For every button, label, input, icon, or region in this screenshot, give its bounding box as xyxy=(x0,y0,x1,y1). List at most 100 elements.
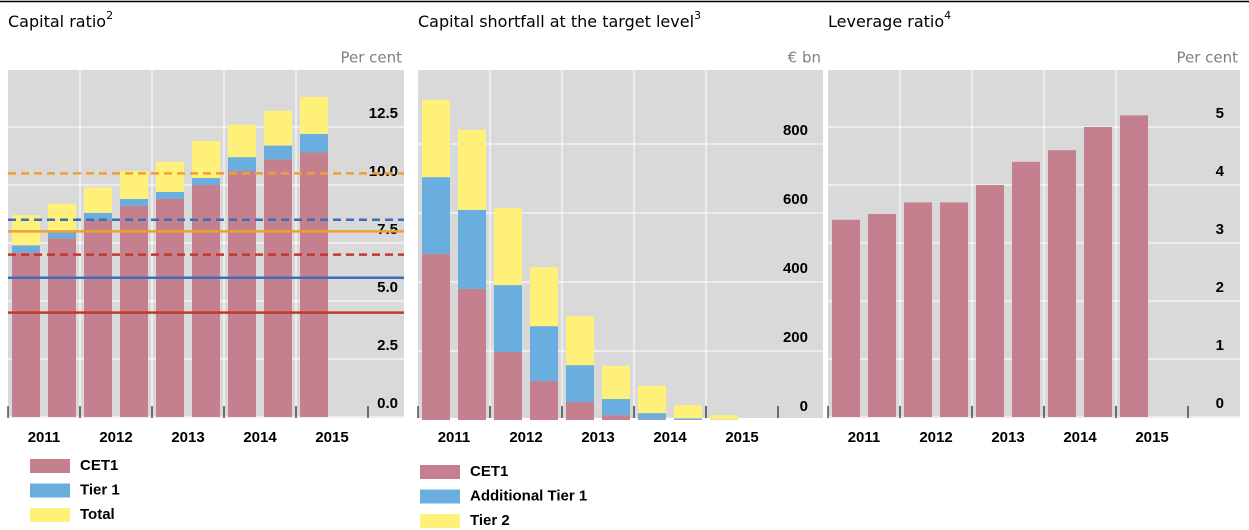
bar-segment xyxy=(228,171,256,417)
y-tick-label: 0 xyxy=(800,398,808,415)
bar-segment xyxy=(566,402,594,420)
bar xyxy=(904,202,932,417)
bar-segment xyxy=(422,99,450,178)
x-tick-label: 2011 xyxy=(848,429,881,446)
title-note: 3 xyxy=(694,9,701,22)
bar xyxy=(1012,161,1040,417)
bar-segment xyxy=(638,385,666,414)
y-tick-label: 800 xyxy=(783,122,808,139)
bar-segment xyxy=(530,326,558,382)
y-tick-label: 0.0 xyxy=(377,395,398,412)
y-tick-label: 2 xyxy=(1216,279,1224,296)
panel-title: Capital ratio2 xyxy=(8,9,113,31)
x-tick-label: 2011 xyxy=(438,429,471,446)
legend-swatch xyxy=(420,514,460,528)
bar-segment xyxy=(530,267,558,327)
title-text: Capital shortfall at the target level xyxy=(418,12,694,31)
bar-segment xyxy=(84,187,112,213)
unit-label: Per cent xyxy=(340,49,402,67)
bar xyxy=(1120,115,1148,418)
bar-segment xyxy=(48,238,76,417)
bar-segment xyxy=(710,415,738,420)
unit-label: Per cent xyxy=(1176,49,1238,67)
bar-segment xyxy=(638,413,666,420)
y-tick-label: 0 xyxy=(1216,395,1224,412)
legend-swatch xyxy=(420,489,460,504)
legend-swatch xyxy=(420,465,460,479)
bar-segment xyxy=(458,288,486,420)
x-tick-label: 2015 xyxy=(315,429,348,446)
bar-segment xyxy=(228,124,256,158)
bar-segment xyxy=(192,140,220,179)
bar-segment xyxy=(156,198,184,417)
legend-swatch xyxy=(30,483,70,498)
x-tick-label: 2012 xyxy=(919,429,952,446)
bar-segment xyxy=(48,231,76,239)
bar xyxy=(1084,127,1112,417)
bar-segment xyxy=(422,254,450,420)
bar-segment xyxy=(84,212,112,220)
y-tick-label: 10.0 xyxy=(369,163,398,180)
y-tick-label: 4 xyxy=(1216,163,1225,180)
bar-segment xyxy=(566,316,594,366)
title-text: Leverage ratio xyxy=(828,12,944,31)
bar xyxy=(976,185,1004,417)
y-tick-label: 5.0 xyxy=(377,279,398,296)
legend-swatch xyxy=(30,508,70,522)
bar-segment xyxy=(602,398,630,416)
x-tick-label: 2014 xyxy=(243,429,277,446)
bar xyxy=(832,219,860,417)
bar-segment xyxy=(494,285,522,353)
bar-segment xyxy=(494,352,522,420)
y-tick-label: 400 xyxy=(783,260,808,277)
x-tick-label: 2014 xyxy=(1063,429,1097,446)
bar-segment xyxy=(264,110,292,146)
bar-segment xyxy=(602,365,630,399)
legend-swatch xyxy=(30,459,70,473)
panel-title: Capital shortfall at the target level3 xyxy=(418,9,701,31)
x-tick-label: 2013 xyxy=(991,429,1024,446)
x-tick-label: 2012 xyxy=(99,429,132,446)
title-text: Capital ratio xyxy=(8,12,106,31)
x-tick-label: 2012 xyxy=(509,429,542,446)
bar-segment xyxy=(458,209,486,289)
bar-segment xyxy=(530,381,558,420)
title-note: 2 xyxy=(106,9,113,22)
bar-segment xyxy=(602,415,630,420)
bar-segment xyxy=(674,418,702,420)
bar-segment xyxy=(48,203,76,232)
bar-segment xyxy=(156,191,184,199)
bar-segment xyxy=(264,159,292,418)
bar-segment xyxy=(120,198,148,206)
bar-segment xyxy=(300,133,328,153)
bar xyxy=(940,202,968,417)
bar-segment xyxy=(300,96,328,134)
x-tick-label: 2013 xyxy=(171,429,204,446)
y-tick-label: 600 xyxy=(783,191,808,208)
bar-segment xyxy=(192,178,220,185)
bar-segment xyxy=(12,252,40,417)
y-tick-label: 7.5 xyxy=(377,221,398,238)
panel-title: Leverage ratio4 xyxy=(828,9,951,31)
y-tick-label: 12.5 xyxy=(369,105,398,122)
bar-segment xyxy=(12,245,40,253)
bar-segment xyxy=(494,208,522,286)
legend-label: CET1 xyxy=(470,463,508,480)
bar-segment xyxy=(228,157,256,172)
legend-label: Tier 2 xyxy=(470,512,510,529)
y-tick-label: 5 xyxy=(1216,105,1224,122)
bar-segment xyxy=(192,185,220,417)
bar-segment xyxy=(566,365,594,403)
bar-segment xyxy=(300,152,328,417)
legend-label: Additional Tier 1 xyxy=(470,487,587,504)
bar-segment xyxy=(674,405,702,419)
bar-segment xyxy=(120,171,148,199)
y-tick-label: 2.5 xyxy=(377,337,398,354)
y-tick-label: 1 xyxy=(1216,337,1224,354)
unit-label: € bn xyxy=(788,49,821,67)
bar-segment xyxy=(156,161,184,192)
legend-label: Tier 1 xyxy=(80,481,120,498)
y-tick-label: 3 xyxy=(1216,221,1224,238)
x-tick-label: 2015 xyxy=(725,429,758,446)
